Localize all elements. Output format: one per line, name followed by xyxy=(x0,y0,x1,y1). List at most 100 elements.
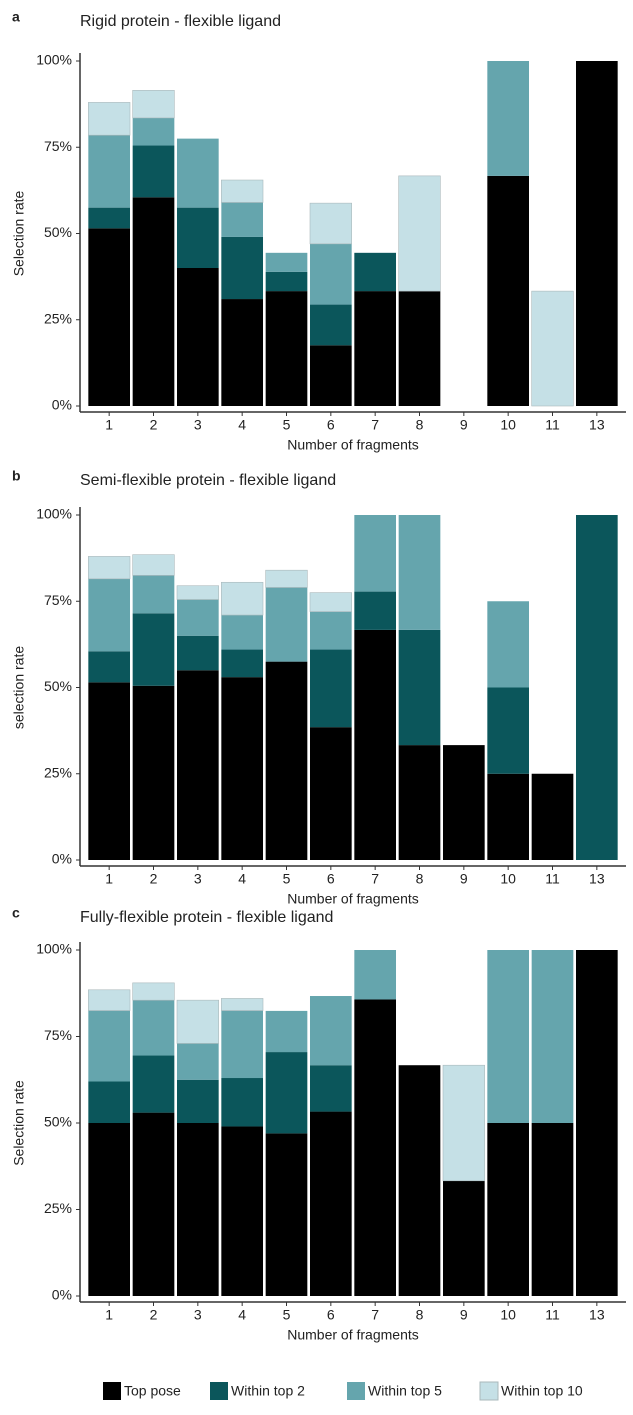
bar-segment xyxy=(132,90,175,119)
y-axis-label: Selection rate xyxy=(11,1080,27,1166)
bar-segment xyxy=(176,670,219,860)
x-tick-label: 7 xyxy=(371,1307,379,1323)
bar-segment xyxy=(487,773,530,860)
bar-segment xyxy=(309,345,352,406)
legend-swatch xyxy=(210,1382,228,1400)
bar-segment xyxy=(88,1081,131,1123)
x-tick-label: 5 xyxy=(283,417,291,433)
bar-segment xyxy=(221,649,264,678)
y-tick-label: 25% xyxy=(44,764,72,780)
y-axis-label: Selection rate xyxy=(11,190,27,276)
bar-segment xyxy=(575,515,618,860)
bar-segment xyxy=(176,268,219,406)
y-tick-label: 25% xyxy=(44,1200,72,1216)
bar-segment xyxy=(88,682,131,860)
panel-label: c xyxy=(12,905,20,921)
bar-segment xyxy=(309,1111,352,1296)
bar-segment xyxy=(265,569,308,588)
y-tick-label: 75% xyxy=(44,592,72,608)
bar-segment xyxy=(309,243,352,305)
bar-segment xyxy=(88,578,131,652)
x-tick-label: 11 xyxy=(545,1307,560,1323)
panel-label: b xyxy=(12,468,21,484)
bar-segment xyxy=(221,236,264,300)
x-tick-label: 6 xyxy=(327,871,335,887)
bar-segment xyxy=(354,515,397,592)
bar-segment xyxy=(88,135,131,208)
bar-segment xyxy=(309,649,352,728)
x-tick-label: 8 xyxy=(416,1307,424,1323)
bar-segment xyxy=(176,635,219,671)
bar-segment xyxy=(398,515,441,630)
x-axis-label: Number of fragments xyxy=(287,891,419,907)
x-tick-label: 5 xyxy=(283,871,291,887)
bar-segment xyxy=(176,999,219,1044)
bar-segment xyxy=(531,290,574,407)
chart-title: Fully-flexible protein - flexible ligand xyxy=(80,909,333,926)
x-tick-label: 13 xyxy=(589,1307,605,1323)
bar-segment xyxy=(309,304,352,346)
x-tick-label: 5 xyxy=(283,1307,291,1323)
bar-segment xyxy=(132,197,175,406)
x-tick-label: 9 xyxy=(460,1307,468,1323)
bar-segment xyxy=(132,117,175,146)
x-tick-label: 6 xyxy=(327,1307,335,1323)
x-tick-label: 8 xyxy=(416,871,424,887)
bar-segment xyxy=(176,585,219,600)
x-tick-label: 2 xyxy=(150,871,158,887)
chart-title: Rigid protein - flexible ligand xyxy=(80,13,281,30)
x-axis-label: Number of fragments xyxy=(287,437,419,453)
bar-segment xyxy=(442,1180,485,1296)
bar-segment xyxy=(309,592,352,612)
y-tick-label: 50% xyxy=(44,1114,72,1130)
bar-segment xyxy=(398,175,441,292)
x-tick-label: 7 xyxy=(371,871,379,887)
bar-segment xyxy=(487,61,530,176)
y-tick-label: 50% xyxy=(44,224,72,240)
bar-segment xyxy=(221,1078,264,1127)
x-tick-label: 1 xyxy=(105,1307,113,1323)
bar-segment xyxy=(487,601,530,688)
bar-segment xyxy=(88,556,131,580)
x-tick-label: 11 xyxy=(545,417,560,433)
bar-segment xyxy=(132,982,175,1001)
legend-swatch xyxy=(103,1382,121,1400)
bar-segment xyxy=(221,615,264,650)
x-tick-label: 3 xyxy=(194,417,202,433)
bar-segment xyxy=(398,629,441,746)
bar-segment xyxy=(487,950,530,1123)
bar-segment xyxy=(398,291,441,406)
x-tick-label: 13 xyxy=(589,871,605,887)
x-tick-label: 3 xyxy=(194,1307,202,1323)
bar-segment xyxy=(309,727,352,860)
y-tick-label: 0% xyxy=(52,1287,72,1303)
bar-segment xyxy=(265,1133,308,1296)
legend-label: Within top 10 xyxy=(501,1383,583,1399)
bar-segment xyxy=(176,1079,219,1123)
bar-segment xyxy=(176,207,219,268)
bar-segment xyxy=(176,1123,219,1296)
x-tick-label: 10 xyxy=(500,417,516,433)
bar-segment xyxy=(176,599,219,636)
bar-segment xyxy=(132,575,175,614)
bar-segment xyxy=(442,745,485,860)
bar-segment xyxy=(132,554,175,576)
bar-segment xyxy=(265,661,308,860)
x-tick-label: 2 xyxy=(150,417,158,433)
x-tick-label: 3 xyxy=(194,871,202,887)
x-tick-label: 8 xyxy=(416,417,424,433)
bar-segment xyxy=(354,999,397,1296)
x-tick-label: 4 xyxy=(238,417,246,433)
x-tick-label: 9 xyxy=(460,871,468,887)
bar-segment xyxy=(265,271,308,292)
x-tick-label: 13 xyxy=(589,417,605,433)
bar-segment xyxy=(354,252,397,292)
bar-segment xyxy=(88,228,131,406)
legend-label: Within top 2 xyxy=(231,1383,305,1399)
y-tick-label: 100% xyxy=(36,941,72,957)
bar-segment xyxy=(575,950,618,1296)
bar-segment xyxy=(265,1052,308,1134)
bar-segment xyxy=(354,629,397,860)
y-tick-label: 50% xyxy=(44,678,72,694)
bar-segment xyxy=(354,950,397,1000)
